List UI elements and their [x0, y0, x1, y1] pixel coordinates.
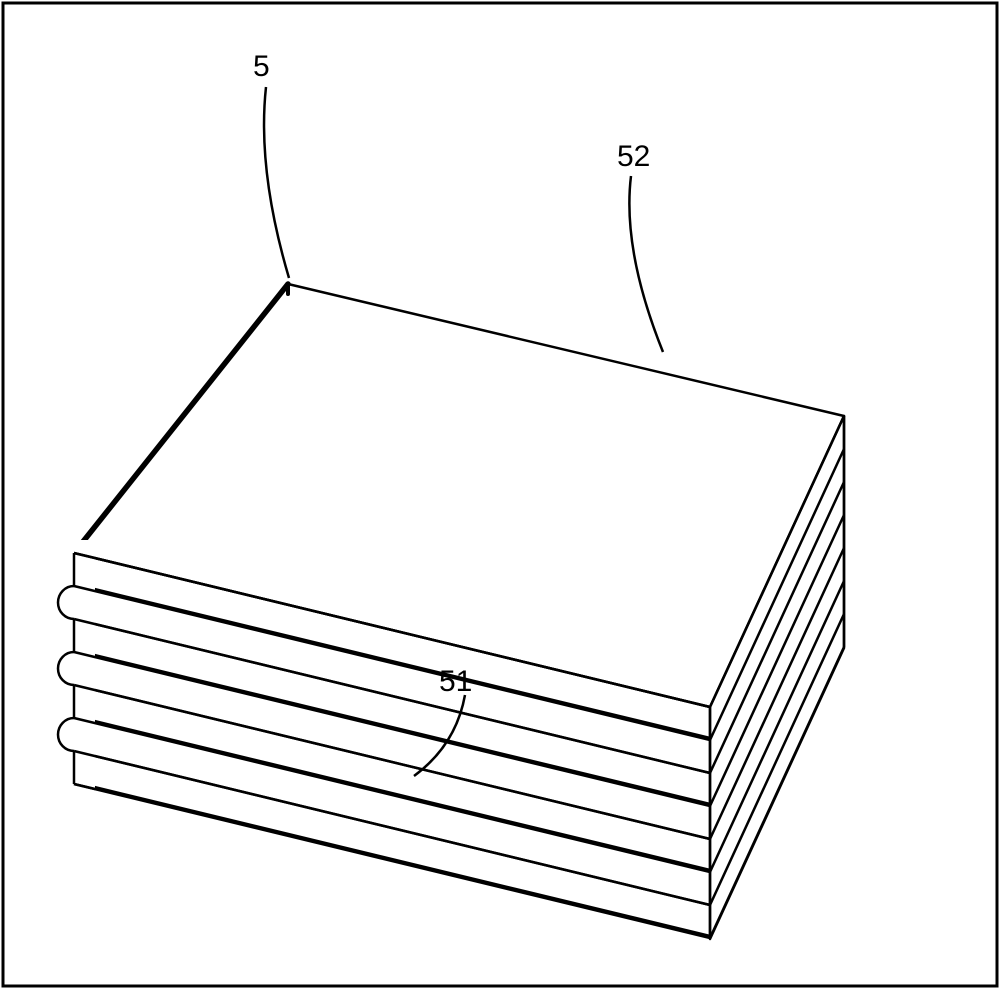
leader-52 — [629, 176, 663, 352]
spine-clean — [45, 540, 95, 800]
diagram-svg — [0, 0, 1000, 989]
label-52: 52 — [617, 140, 650, 174]
leader-5 — [264, 87, 289, 278]
label-51: 51 — [439, 665, 472, 699]
top-face — [74, 284, 844, 707]
label-5: 5 — [253, 50, 270, 84]
